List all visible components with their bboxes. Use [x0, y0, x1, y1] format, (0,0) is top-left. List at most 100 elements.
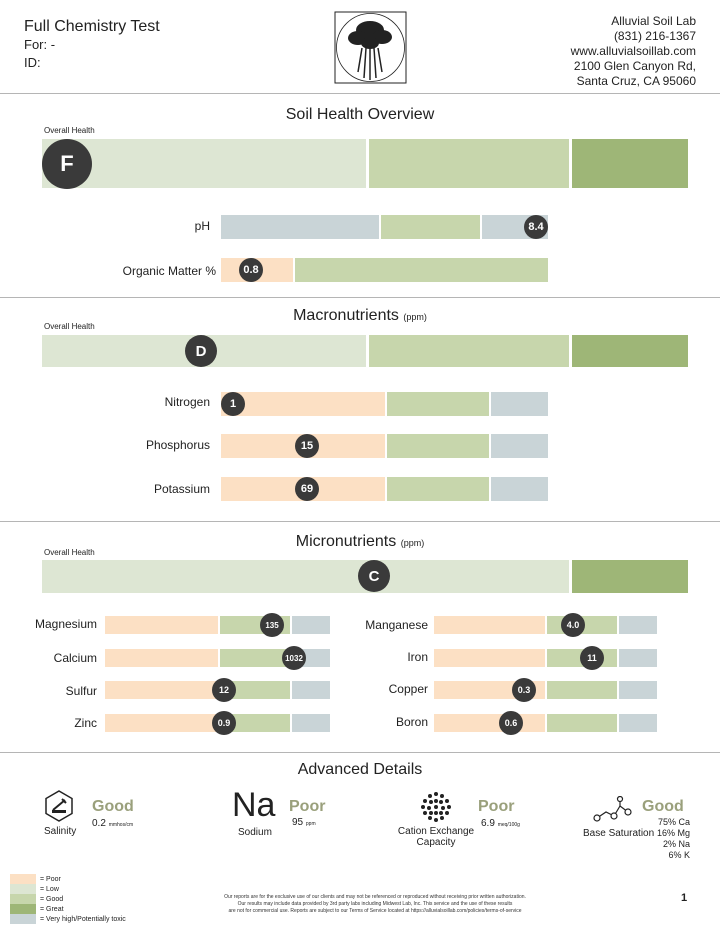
bar-segment-good — [387, 477, 489, 501]
cec-value: 6.9 — [481, 818, 495, 829]
divider — [0, 93, 720, 94]
bar-segment-poor — [105, 649, 218, 667]
nitrogen-label: Nitrogen — [164, 395, 210, 409]
bar-segment-vhigh — [491, 477, 548, 501]
bar-segment-good — [387, 392, 489, 416]
sulfur-marker: 12 — [212, 678, 236, 702]
footer-line: Our reports are for the exclusive use of… — [224, 894, 526, 900]
salinity-unit: mmhos/cm — [108, 822, 134, 828]
lab-address-1: 2100 Glen Canyon Rd, — [573, 59, 696, 73]
bar-segment-poor — [434, 649, 545, 667]
bar-segment-low — [42, 139, 366, 188]
legend-item-great: = Great — [10, 904, 64, 914]
overall-health-label: Overall Health — [44, 322, 95, 331]
manganese-label: Manganese — [365, 618, 428, 632]
bar-segment-poor — [434, 616, 545, 634]
base-saturation-status: Good — [642, 798, 684, 815]
phosphorus-bar: 15 — [221, 434, 548, 458]
legend-text: = Great — [40, 905, 64, 913]
bar-segment-good — [220, 681, 290, 699]
bar-segment-vhigh — [491, 392, 548, 416]
legend-text: = Poor — [40, 875, 61, 883]
calcium-marker: 1032 — [282, 646, 306, 670]
base-saturation-molecule-icon — [593, 796, 632, 822]
sodium-symbol-icon: Na — [232, 786, 276, 824]
manganese-marker: 4.0 — [561, 613, 585, 637]
lab-address-2: Santa Cruz, CA 95060 — [576, 74, 696, 88]
salinity-value: 0.2 — [92, 818, 106, 829]
bar-segment-good — [547, 714, 617, 732]
bar-segment-great — [572, 335, 688, 367]
divider — [0, 297, 720, 298]
page-number: 1 — [681, 892, 688, 904]
bar-segment-poor — [434, 714, 545, 732]
organic-matter-bar: 0.8 — [221, 258, 548, 282]
bar-segment-vhigh — [292, 714, 330, 732]
micro-grade-marker: C — [358, 560, 390, 592]
soil-health-title-text: Soil Health Overview — [285, 106, 435, 123]
soil-health-title: Soil Health Overview — [0, 106, 720, 124]
boron-marker: 0.6 — [499, 711, 523, 735]
boron-bar: 0.6 — [434, 711, 657, 735]
overall-health-bar: F — [42, 139, 688, 189]
sodium-value: 95 — [292, 817, 304, 828]
micronutrients-unit: (ppm) — [400, 538, 425, 548]
organic-matter-marker: 0.8 — [239, 258, 263, 282]
salinity-label: Salinity — [44, 826, 77, 837]
magnesium-label: Magnesium — [34, 617, 97, 631]
bar-segment-vhigh — [619, 714, 657, 732]
nitrogen-marker: 1 — [221, 392, 245, 416]
legend-text: = Low — [40, 885, 59, 893]
legend-swatch — [10, 904, 36, 914]
footer-disclaimer: Our reports are for the exclusive use of… — [150, 894, 600, 915]
macronutrients-unit: (ppm) — [403, 312, 427, 322]
copper-label: Copper — [388, 682, 428, 696]
zinc-marker: 0.9 — [212, 711, 236, 735]
phosphorus-marker: 15 — [295, 434, 319, 458]
zinc-bar: 0.9 — [105, 711, 330, 735]
sodium-unit: ppm — [305, 821, 316, 827]
micronutrients-title: Micronutrients (ppm) — [0, 533, 720, 551]
cec-label-line2: Capacity — [416, 837, 456, 848]
lab-name: Alluvial Soil Lab — [611, 14, 696, 28]
lab-phone: (831) 216-1367 — [613, 29, 696, 43]
copper-bar: 0.3 — [434, 678, 657, 702]
lab-website: www.alluvialsoillab.com — [570, 44, 696, 58]
bar-segment-great — [572, 139, 688, 188]
bar-segment-vhigh — [619, 616, 657, 634]
macronutrients-title-text: Macronutrients — [293, 307, 399, 324]
calcium-label: Calcium — [53, 651, 97, 665]
legend-text: = Good — [40, 895, 64, 903]
cec-label-line1: Cation Exchange — [397, 826, 475, 837]
client-for: For: - — [24, 37, 56, 52]
base-na: 2% Na — [662, 839, 690, 849]
bar-segment-vhigh — [292, 616, 330, 634]
iron-marker: 11 — [580, 646, 604, 670]
magnesium-bar: 135 — [105, 613, 330, 637]
bar-segment-poor — [221, 392, 385, 416]
organic-matter-label: Organic Matter % — [122, 264, 216, 278]
legend-text: = Very high/Potentially toxic — [40, 915, 126, 923]
sulfur-bar: 12 — [105, 678, 330, 702]
divider — [0, 752, 720, 753]
divider — [0, 521, 720, 522]
cation-exchange-icon — [421, 792, 451, 822]
legend-swatch — [10, 894, 36, 904]
cec-label: Cation Exchange Capacity — [392, 826, 480, 848]
cec-unit: meq/100g — [497, 822, 520, 828]
ph-marker: 8.4 — [524, 215, 548, 239]
bar-segment-good — [220, 649, 290, 667]
ph-label: pH — [194, 219, 210, 233]
macro-grade-marker: D — [185, 335, 217, 367]
magnesium-marker: 135 — [260, 613, 284, 637]
potassium-bar: 69 — [221, 477, 548, 501]
bar-segment-good — [295, 258, 548, 282]
report-title: Full Chemistry Test — [24, 18, 160, 35]
cec-reading: 6.9 meq/100g — [481, 818, 520, 829]
base-k: 6% K — [668, 850, 690, 860]
micronutrients-title-text: Micronutrients — [295, 533, 397, 550]
bar-segment-good — [381, 215, 480, 239]
potassium-marker: 69 — [295, 477, 319, 501]
calcium-bar: 1032 — [105, 646, 330, 670]
bar-segment-great — [572, 560, 688, 593]
